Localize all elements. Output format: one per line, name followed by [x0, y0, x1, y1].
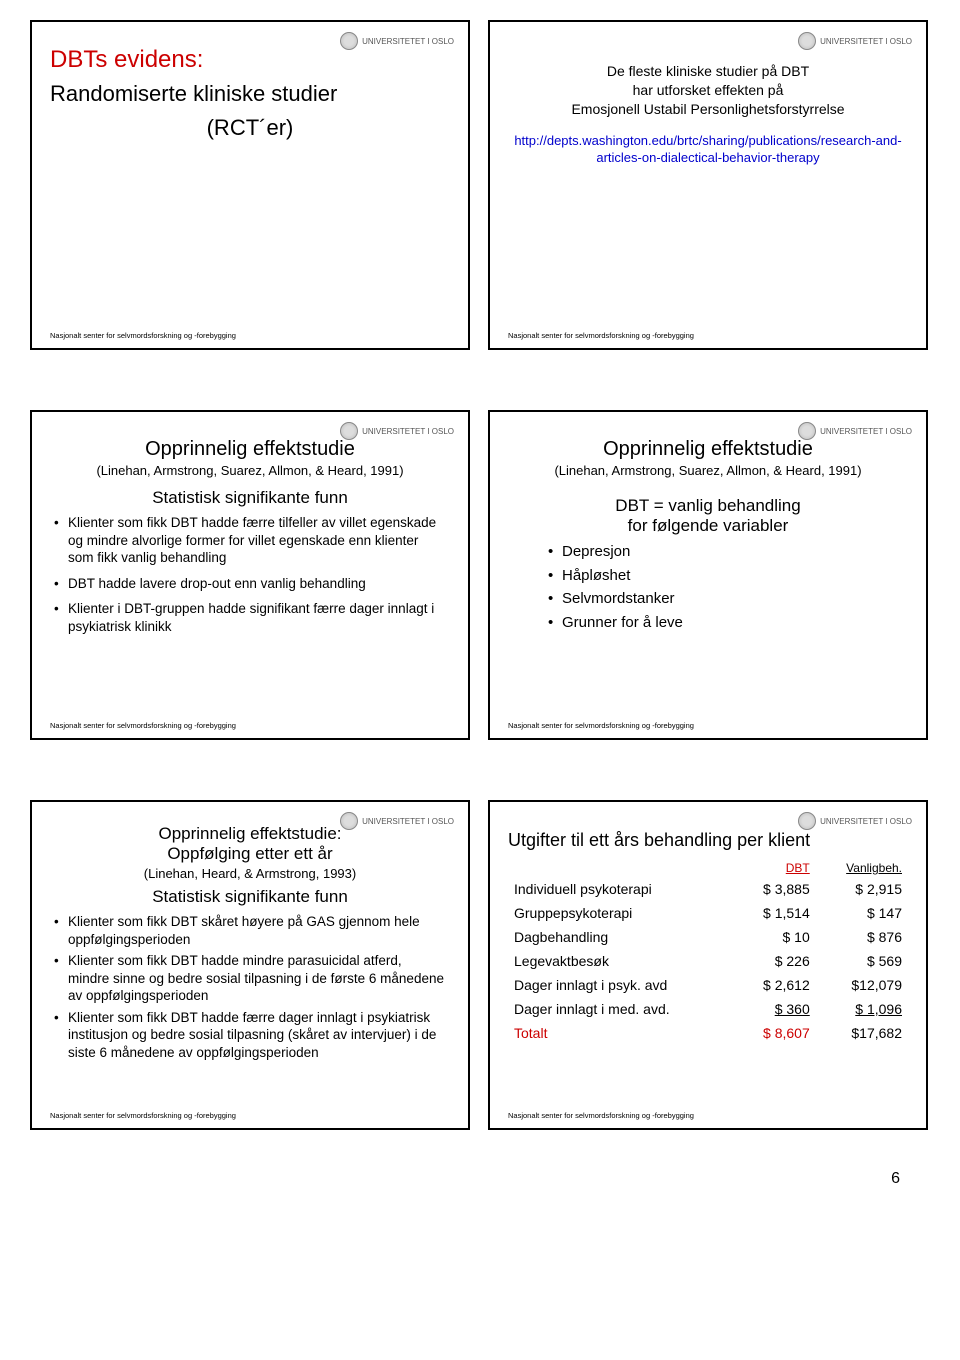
slide3-cite: (Linehan, Armstrong, Suarez, Allmon, & H… — [50, 463, 450, 478]
slide4-sub1: DBT = vanlig behandling — [508, 496, 908, 516]
slide5-bullets: Klienter som fikk DBT skåret høyere på G… — [50, 913, 450, 1061]
slide-row-2: UNIVERSITETET I OSLO Opprinnelig effekts… — [30, 410, 930, 740]
seal-icon — [798, 812, 816, 830]
list-item: Grunner for å leve — [548, 613, 904, 633]
col-dbt: DBT — [736, 859, 816, 877]
slide-footer: Nasjonalt senter for selvmordsforskning … — [508, 331, 694, 340]
list-item: Klienter som fikk DBT hadde færre dager … — [54, 1009, 446, 1062]
slide-footer: Nasjonalt senter for selvmordsforskning … — [50, 331, 236, 340]
slide4-bullets: Depresjon Håpløshet Selvmordstanker Grun… — [508, 542, 908, 632]
table-row: Dagbehandling$ 10$ 876 — [508, 925, 908, 949]
table-row: Gruppepsykoterapi$ 1,514$ 147 — [508, 901, 908, 925]
slide-6: UNIVERSITETET I OSLO Utgifter til ett år… — [488, 800, 928, 1130]
logo-text: UNIVERSITETET I OSLO — [362, 427, 454, 436]
slide3-bullets: Klienter som fikk DBT hadde færre tilfel… — [50, 514, 450, 635]
list-item: Depresjon — [548, 542, 904, 562]
slide5-cite: (Linehan, Heard, & Armstrong, 1993) — [50, 866, 450, 881]
cost-table: DBT Vanligbeh. Individuell psykoterapi$ … — [508, 859, 908, 1045]
list-item: Klienter som fikk DBT skåret høyere på G… — [54, 913, 446, 948]
table-row: Legevaktbesøk$ 226$ 569 — [508, 949, 908, 973]
slide-4: UNIVERSITETET I OSLO Opprinnelig effekts… — [488, 410, 928, 740]
decorative-stripe — [30, 171, 470, 231]
uio-logo: UNIVERSITETET I OSLO — [798, 812, 912, 830]
seal-icon — [798, 32, 816, 50]
list-item: Klienter som fikk DBT hadde mindre paras… — [54, 952, 446, 1005]
slide-footer: Nasjonalt senter for selvmordsforskning … — [508, 721, 694, 730]
slide-footer: Nasjonalt senter for selvmordsforskning … — [50, 1111, 236, 1120]
slide2-line3: Emosjonell Ustabil Personlighetsforstyrr… — [508, 100, 908, 119]
slide4-cite: (Linehan, Armstrong, Suarez, Allmon, & H… — [508, 463, 908, 478]
slide2-line1: De fleste kliniske studier på DBT — [508, 62, 908, 81]
list-item: Klienter i DBT-gruppen hadde signifikant… — [54, 600, 446, 635]
slide3-subhead: Statistisk signifikante funn — [50, 488, 450, 508]
slide1-line1: Randomiserte kliniske studier — [50, 80, 450, 108]
slide-3: UNIVERSITETET I OSLO Opprinnelig effekts… — [30, 410, 470, 740]
logo-text: UNIVERSITETET I OSLO — [820, 427, 912, 436]
logo-text: UNIVERSITETET I OSLO — [362, 37, 454, 46]
page-number: 6 — [30, 1170, 930, 1188]
slide-row-1: UNIVERSITETET I OSLO DBTs evidens: Rando… — [30, 20, 930, 350]
list-item: Selvmordstanker — [548, 589, 904, 609]
table-header-row: DBT Vanligbeh. — [508, 859, 908, 877]
logo-text: UNIVERSITETET I OSLO — [820, 817, 912, 826]
slide1-line2: (RCT´er) — [50, 114, 450, 142]
table-row: Dager innlagt i med. avd.$ 360$ 1,096 — [508, 997, 908, 1021]
table-row: Dager innlagt i psyk. avd$ 2,612$12,079 — [508, 973, 908, 997]
slide-5: UNIVERSITETET I OSLO Opprinnelig effekts… — [30, 800, 470, 1130]
uio-logo: UNIVERSITETET I OSLO — [798, 32, 912, 50]
slide-1: UNIVERSITETET I OSLO DBTs evidens: Rando… — [30, 20, 470, 350]
slide4-title: Opprinnelig effektstudie — [508, 438, 908, 461]
slide5-title2: Oppfølging etter ett år — [50, 844, 450, 864]
list-item: Klienter som fikk DBT hadde færre tilfel… — [54, 514, 446, 567]
slide-row-3: UNIVERSITETET I OSLO Opprinnelig effekts… — [30, 800, 930, 1130]
slide2-line2: har utforsket effekten på — [508, 81, 908, 100]
slide3-title: Opprinnelig effektstudie — [50, 438, 450, 461]
list-item: DBT hadde lavere drop-out enn vanlig beh… — [54, 575, 446, 593]
list-item: Håpløshet — [548, 566, 904, 586]
slide-footer: Nasjonalt senter for selvmordsforskning … — [50, 721, 236, 730]
table-total-row: Totalt$ 8,607$17,682 — [508, 1021, 908, 1045]
slide6-title: Utgifter til ett års behandling per klie… — [508, 830, 908, 851]
slide2-link[interactable]: http://depts.washington.edu/brtc/sharing… — [508, 133, 908, 167]
col-vb: Vanligbeh. — [816, 859, 908, 877]
table-row: Individuell psykoterapi$ 3,885$ 2,915 — [508, 877, 908, 901]
slide-2: UNIVERSITETET I OSLO De fleste kliniske … — [488, 20, 928, 350]
slide5-title1: Opprinnelig effektstudie: — [50, 824, 450, 844]
logo-text: UNIVERSITETET I OSLO — [820, 37, 912, 46]
slide4-sub2: for følgende variabler — [508, 516, 908, 536]
slide1-title-red: DBTs evidens: — [50, 46, 450, 74]
slide-footer: Nasjonalt senter for selvmordsforskning … — [508, 1111, 694, 1120]
page: UNIVERSITETET I OSLO DBTs evidens: Rando… — [0, 10, 960, 1208]
slide5-subhead: Statistisk signifikante funn — [50, 887, 450, 907]
